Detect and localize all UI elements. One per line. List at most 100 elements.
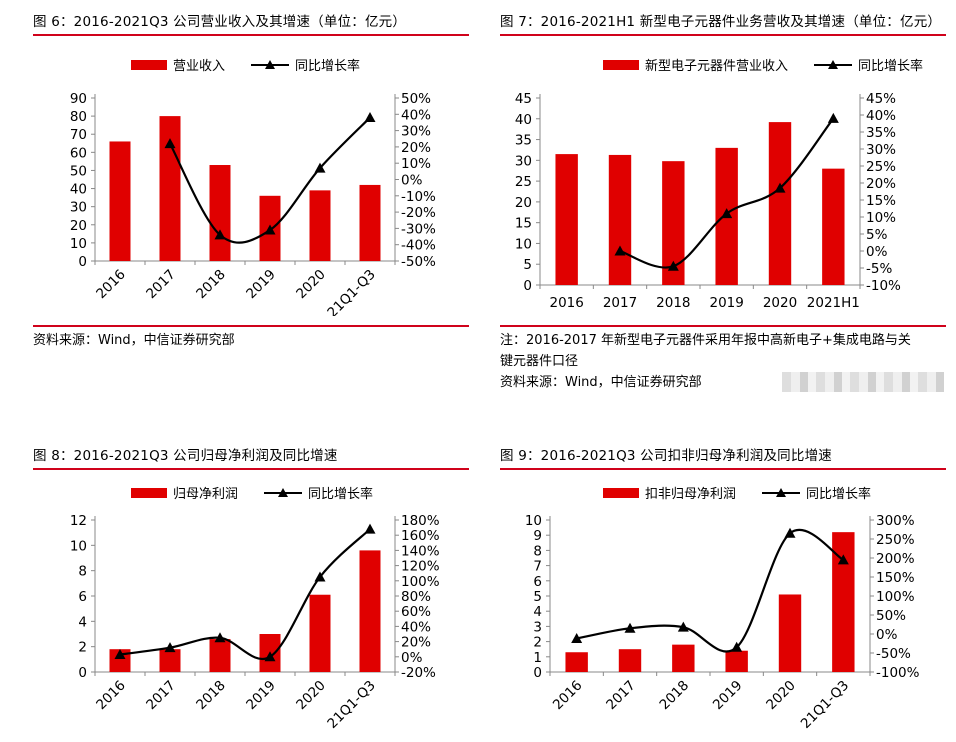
x-tick-label: 2018 xyxy=(193,678,229,714)
y-tick-label-right: 80% xyxy=(401,589,431,605)
y-tick-label-left: 4 xyxy=(78,614,87,630)
x-tick-label: 2019 xyxy=(243,678,279,714)
x-tick-label: 2020 xyxy=(293,678,329,714)
title-rule xyxy=(33,34,469,36)
growth-point-marker xyxy=(624,622,636,633)
y-tick-label-right: 25% xyxy=(866,159,896,175)
y-tick-label-right: -10% xyxy=(866,278,901,294)
y-tick-label-left: 8 xyxy=(78,564,87,580)
y-tick-label-left: 0 xyxy=(78,254,87,270)
x-tick-label: 2020 xyxy=(763,295,797,311)
x-tick-label: 21Q1-Q3 xyxy=(324,678,378,732)
y-tick-label-left: 60 xyxy=(70,145,87,161)
source-note: 资料来源：Wind，中信证券研究部 xyxy=(33,333,235,348)
y-tick-label-right: 0% xyxy=(401,173,423,189)
legend-triangle-marker xyxy=(828,60,838,69)
y-tick-label-left: 5 xyxy=(523,257,532,273)
y-tick-label-right: 50% xyxy=(876,608,906,624)
y-tick-label-right: 30% xyxy=(401,124,431,140)
bar xyxy=(608,154,632,285)
legend-line-label: 同比增长率 xyxy=(806,486,871,502)
x-tick-label: 21Q1-Q3 xyxy=(798,678,852,732)
y-tick-label-left: 10 xyxy=(525,513,542,529)
legend-bar-swatch xyxy=(603,488,639,498)
x-tick-label: 2019 xyxy=(243,267,279,303)
x-tick-label: 2017 xyxy=(603,678,639,714)
legend-line-label: 同比增长率 xyxy=(858,58,923,74)
y-tick-label-right: 45% xyxy=(866,91,896,107)
source-note: 资料来源：Wind，中信证券研究部 xyxy=(500,375,702,390)
x-tick-label: 2020 xyxy=(763,678,799,714)
growth-point-marker xyxy=(677,621,689,632)
x-tick-label: 2018 xyxy=(657,678,693,714)
x-tick-label: 2019 xyxy=(710,678,746,714)
y-tick-label-left: 25 xyxy=(515,174,532,190)
bar xyxy=(832,532,855,672)
legend-line-label: 同比增长率 xyxy=(295,58,360,74)
chart-title: 图 8：2016-2021Q3 公司归母净利润及同比增速 xyxy=(33,448,338,464)
x-tick-label: 2016 xyxy=(93,267,129,303)
y-tick-label-left: 7 xyxy=(533,559,542,575)
legend-bar-swatch xyxy=(131,60,167,70)
y-tick-label-left: 40 xyxy=(515,112,532,128)
y-tick-label-left: 90 xyxy=(70,91,87,107)
y-tick-label-left: 70 xyxy=(70,127,87,143)
bar xyxy=(778,594,802,672)
y-tick-label-right: 15% xyxy=(866,193,896,209)
x-tick-label: 21Q1-Q3 xyxy=(324,267,378,316)
y-tick-label-left: 10 xyxy=(515,236,532,252)
chart-title: 图 7：2016-2021H1 新型电子元器件业务营收及其增速（单位：亿元） xyxy=(500,14,942,30)
bar xyxy=(359,550,381,672)
x-tick-label: 2016 xyxy=(93,678,129,714)
y-tick-label-right: 10% xyxy=(866,210,896,226)
x-tick-label: 2017 xyxy=(143,678,179,714)
y-tick-label-left: 4 xyxy=(533,604,542,620)
title-rule xyxy=(500,468,946,470)
y-tick-label-left: 6 xyxy=(78,589,87,605)
y-tick-label-left: 20 xyxy=(515,195,532,211)
bar xyxy=(159,116,181,261)
y-tick-label-right: 40% xyxy=(401,619,431,635)
x-tick-label: 2018 xyxy=(656,295,690,311)
y-tick-label-right: -50% xyxy=(401,254,436,270)
growth-point-marker xyxy=(667,260,679,271)
growth-point-marker xyxy=(314,162,326,173)
legend-bar-label: 归母净利润 xyxy=(173,487,238,502)
y-tick-label-left: 3 xyxy=(533,619,542,635)
y-tick-label-right: 160% xyxy=(401,528,440,544)
legend-triangle-marker xyxy=(776,488,786,497)
y-tick-label-left: 15 xyxy=(515,216,532,232)
footer-rule xyxy=(33,325,469,327)
y-tick-label-right: 250% xyxy=(876,532,915,548)
growth-point-marker xyxy=(314,571,326,582)
footer-rule xyxy=(500,325,946,327)
growth-point-marker xyxy=(774,182,786,193)
x-tick-label: 2016 xyxy=(549,295,583,311)
y-tick-label-right: 0% xyxy=(866,244,888,260)
growth-point-marker xyxy=(164,138,176,149)
bar xyxy=(209,165,231,261)
growth-point-marker xyxy=(214,229,226,240)
x-tick-label: 2021H1 xyxy=(807,295,860,311)
bar xyxy=(822,168,845,285)
chart-fig7: 新型电子元器件营业收入 同比增长率 0 5 10 15 20 25 30 35 40 45 -10%-5… xyxy=(515,58,923,311)
bar xyxy=(565,652,588,672)
legend-bar-swatch xyxy=(131,488,167,498)
legend-bar-swatch xyxy=(603,60,639,70)
y-tick-label-left: 8 xyxy=(533,543,542,559)
x-tick-label: 2017 xyxy=(603,295,637,311)
y-tick-label-right: 5% xyxy=(866,227,888,243)
y-tick-label-right: 60% xyxy=(401,604,431,620)
y-tick-label-right: -40% xyxy=(401,238,436,254)
y-tick-label-right: 0% xyxy=(401,650,423,666)
chart-title: 图 6：2016-2021Q3 公司营业收入及其增速（单位：亿元） xyxy=(33,14,407,30)
y-tick-label-left: 2 xyxy=(533,635,542,651)
bar xyxy=(662,161,685,285)
y-tick-label-right: -20% xyxy=(401,205,436,221)
y-tick-label-left: 40 xyxy=(70,182,87,198)
growth-point-marker xyxy=(114,649,126,660)
y-tick-label-left: 20 xyxy=(70,218,87,234)
y-tick-label-right: -100% xyxy=(876,665,920,681)
bar xyxy=(359,184,381,261)
y-tick-label-left: 35 xyxy=(515,133,532,149)
